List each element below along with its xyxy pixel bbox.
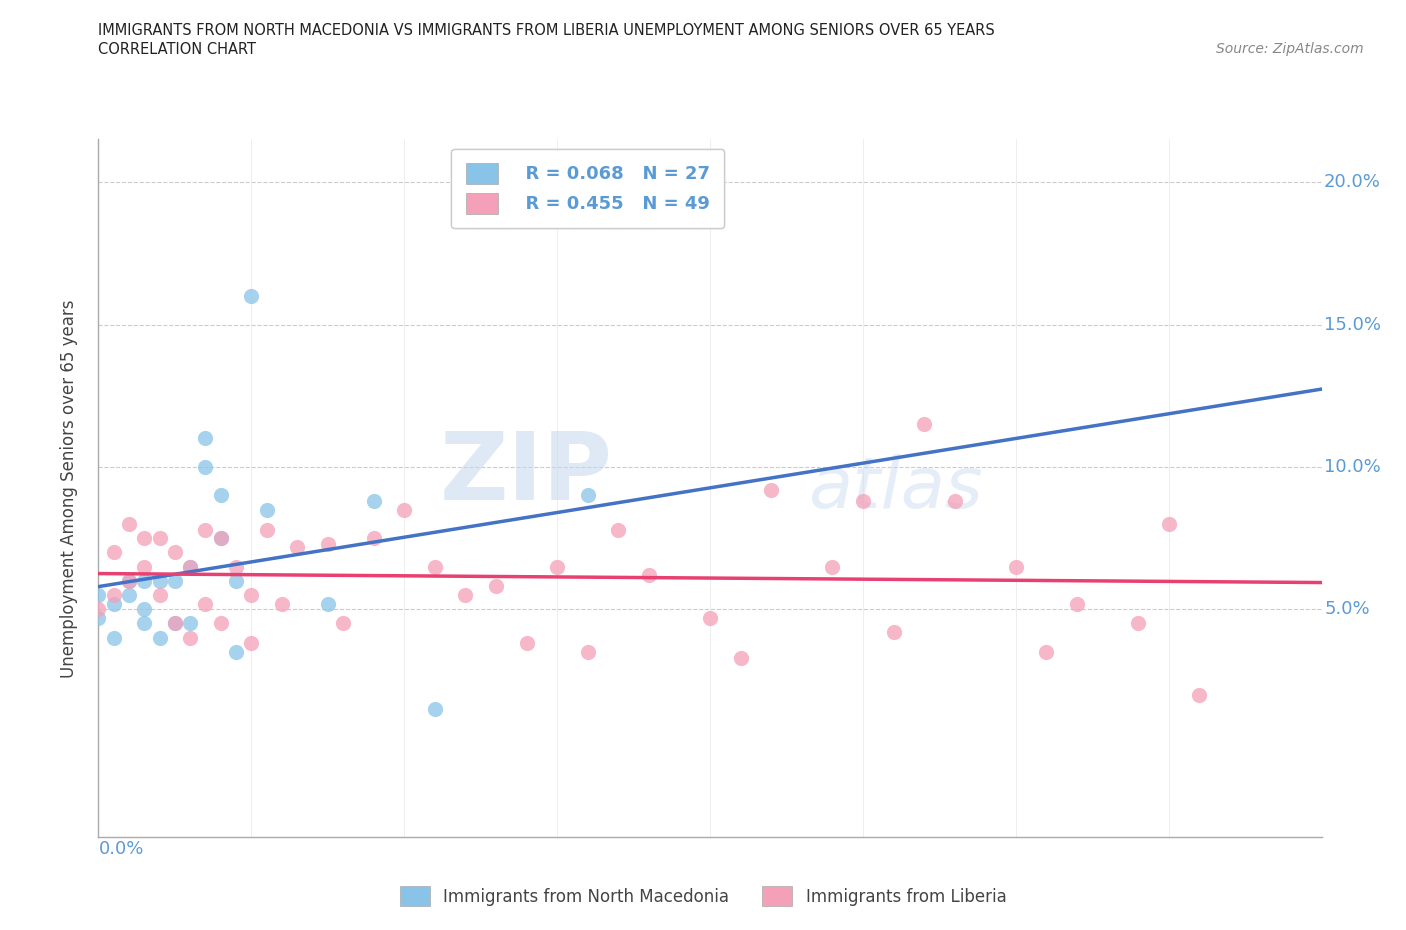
Text: 15.0%: 15.0% [1324,315,1381,334]
Point [118,573,141,588]
Point [699,610,721,625]
Point [423,701,446,716]
Legend:   R = 0.068   N = 27,   R = 0.455   N = 49: R = 0.068 N = 27, R = 0.455 N = 49 [451,149,724,228]
Point [1066,596,1088,611]
Point [363,494,385,509]
Text: IMMIGRANTS FROM NORTH MACEDONIA VS IMMIGRANTS FROM LIBERIA UNEMPLOYMENT AMONG SE: IMMIGRANTS FROM NORTH MACEDONIA VS IMMIG… [98,23,995,38]
Point [256,522,278,537]
Point [821,559,844,574]
Point [134,602,156,617]
Point [485,579,508,594]
Point [149,588,172,603]
Point [1035,644,1057,659]
Point [576,488,599,503]
Point [194,459,217,474]
Point [103,596,125,611]
Point [240,636,263,651]
Point [912,417,935,432]
Point [637,567,661,582]
Point [87,602,110,617]
Point [316,596,339,611]
Point [454,588,477,603]
Point [163,545,186,560]
Point [118,573,141,588]
Point [87,610,110,625]
Point [225,559,247,574]
Point [363,531,385,546]
Point [392,502,416,517]
Point [332,616,354,631]
Text: Source: ZipAtlas.com: Source: ZipAtlas.com [1216,42,1364,56]
Point [163,616,186,631]
Point [179,631,201,645]
Point [163,573,186,588]
Point [87,588,110,603]
Point [576,644,599,659]
Point [163,616,186,631]
Point [194,522,217,537]
Text: CORRELATION CHART: CORRELATION CHART [98,42,256,57]
Point [103,545,125,560]
Point [759,483,782,498]
Point [423,559,446,574]
Point [883,625,905,640]
Point [194,431,217,445]
Point [134,573,156,588]
Point [316,537,339,551]
Point [149,531,172,546]
Point [516,636,538,651]
Point [1004,559,1026,574]
Point [209,531,232,546]
Y-axis label: Unemployment Among Seniors over 65 years: Unemployment Among Seniors over 65 years [59,299,77,677]
Point [134,531,156,546]
Point [118,588,141,603]
Point [225,573,247,588]
Point [209,488,232,503]
Point [179,559,201,574]
Point [149,573,172,588]
Point [103,588,125,603]
Text: atlas: atlas [808,454,983,523]
Point [1157,516,1180,531]
Point [607,522,630,537]
Point [194,596,217,611]
Point [943,494,966,509]
Text: ZIP: ZIP [439,429,612,520]
Point [730,650,752,665]
Point [1188,687,1211,702]
Point [240,288,263,303]
Text: 0.0%: 0.0% [98,841,143,858]
Point [256,502,278,517]
Point [134,616,156,631]
Point [270,596,294,611]
Point [225,644,247,659]
Point [209,616,232,631]
Point [179,616,201,631]
Point [546,559,568,574]
Text: 20.0%: 20.0% [1324,173,1381,192]
Point [240,588,263,603]
Point [149,631,172,645]
Point [134,559,156,574]
Legend: Immigrants from North Macedonia, Immigrants from Liberia: Immigrants from North Macedonia, Immigra… [392,880,1014,912]
Point [103,631,125,645]
Point [209,531,232,546]
Point [285,539,308,554]
Text: 10.0%: 10.0% [1324,458,1381,476]
Point [179,559,201,574]
Text: 5.0%: 5.0% [1324,600,1369,618]
Point [1128,616,1150,631]
Point [852,494,875,509]
Point [118,516,141,531]
